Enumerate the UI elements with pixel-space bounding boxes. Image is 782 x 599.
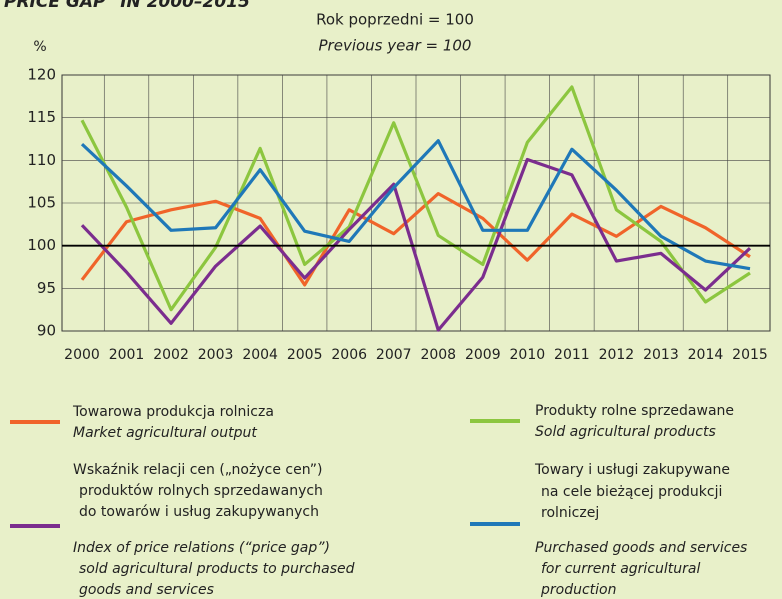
subtitle: Rok poprzedni = 100 — [316, 11, 474, 29]
x-tick-label: 2015 — [732, 347, 768, 363]
series-line — [80, 85, 751, 312]
series-line — [80, 139, 751, 271]
x-tick-label: 2002 — [153, 347, 189, 363]
legend-label-en: goods and services — [79, 582, 214, 598]
x-tick-label: 2001 — [109, 347, 145, 363]
x-tick-label: 2011 — [554, 347, 590, 363]
y-axis-label: % — [33, 39, 46, 55]
legend-label: produktów rolnych sprzedawanych — [79, 483, 323, 499]
y-tick-label: 95 — [37, 279, 56, 297]
subtitle-en: Previous year = 100 — [319, 37, 472, 55]
legend-label-en: Purchased goods and services — [535, 540, 747, 556]
series-line — [80, 192, 751, 287]
legend-label-en: for current agricultural — [541, 561, 700, 577]
legend-label: na cele bieżącej produkcji — [541, 484, 722, 500]
x-tick-label: 2003 — [198, 347, 234, 363]
legend-label-en: Index of price relations (“price gap”) — [73, 540, 330, 556]
x-tick-label: 2007 — [376, 347, 412, 363]
x-tick-label: 2013 — [643, 347, 679, 363]
x-tick-label: 2006 — [331, 347, 367, 363]
legend-label-en: production — [540, 582, 616, 598]
legend-label: Towarowa produkcja rolnicza — [72, 404, 274, 420]
legend-label: rolniczej — [541, 505, 599, 521]
y-tick-label: 110 — [27, 151, 56, 169]
x-tick-label: 2005 — [287, 347, 323, 363]
x-tick-label: 2004 — [242, 347, 278, 363]
legend-label-en: Market agricultural output — [73, 425, 257, 441]
legend-label-en: Sold agricultural products — [535, 424, 716, 440]
series-line — [80, 157, 752, 332]
x-tick-label: 2014 — [688, 347, 724, 363]
y-tick-label: 90 — [37, 322, 56, 340]
x-tick-label: 2012 — [599, 347, 635, 363]
y-tick-label: 115 — [27, 108, 56, 126]
legend-label: Produkty rolne sprzedawane — [535, 403, 734, 419]
y-tick-label: 120 — [27, 66, 56, 84]
legend-label: Wskaźnik relacji cen („nożyce cen”) — [73, 462, 323, 478]
chart-title: PRICE GAP" IN 2000–2015 — [4, 0, 250, 12]
legend-label: do towarów i usług zakupywanych — [79, 504, 319, 520]
legend-label: Towary i usługi zakupywane — [534, 462, 730, 478]
x-tick-label: 2009 — [465, 347, 501, 363]
legend-label-en: sold agricultural products to purchased — [79, 561, 355, 577]
y-tick-label: 100 — [27, 236, 56, 254]
x-tick-label: 2000 — [64, 347, 100, 363]
x-tick-label: 2008 — [420, 347, 456, 363]
x-tick-label: 2010 — [510, 347, 546, 363]
y-tick-label: 105 — [27, 194, 56, 212]
